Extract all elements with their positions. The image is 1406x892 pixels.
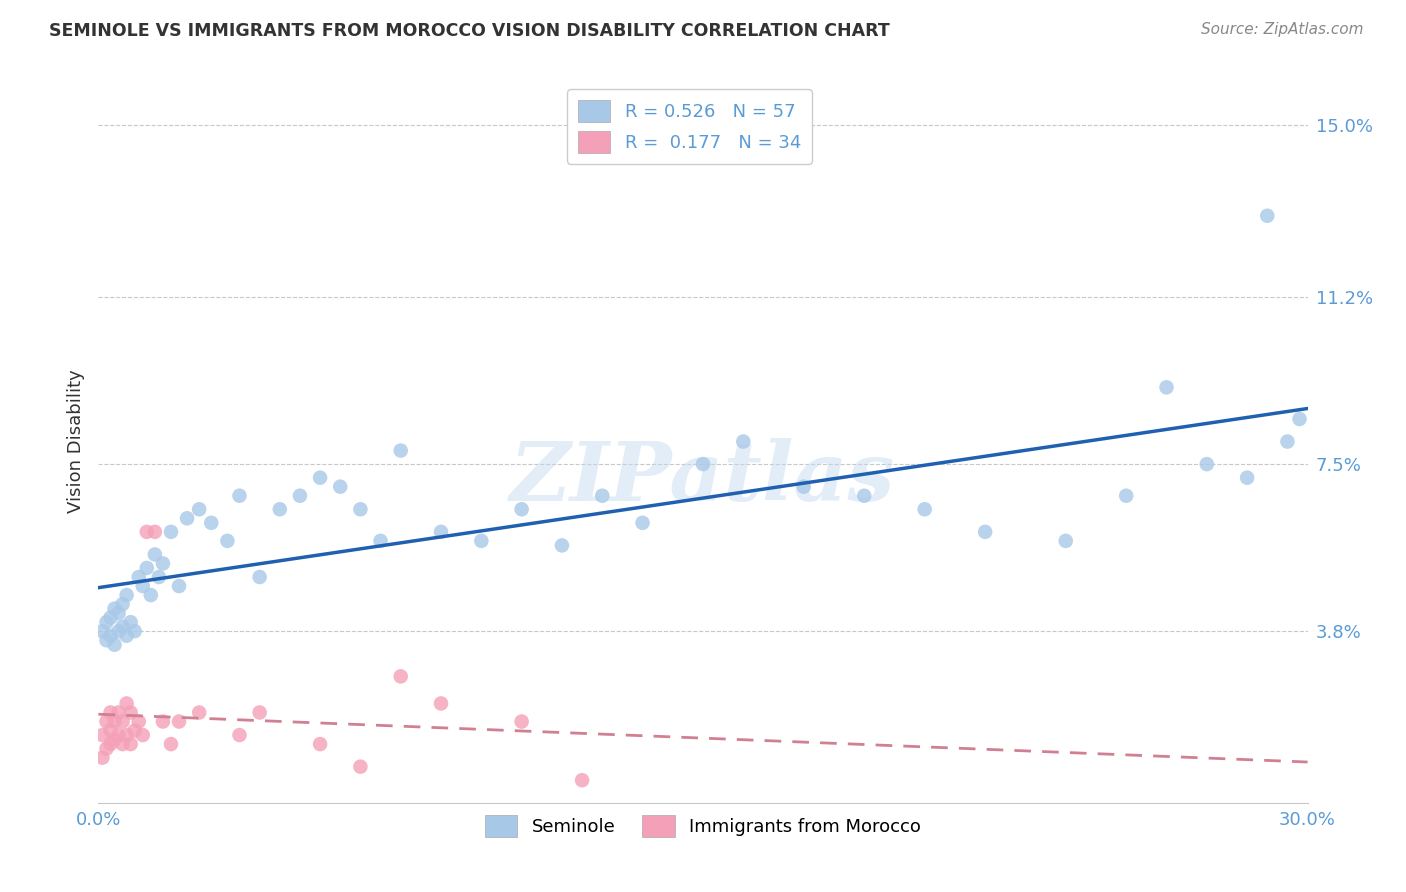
Point: [96, 633, 118, 648]
Point: [91, 624, 114, 639]
Point: [115, 588, 138, 602]
Point: [107, 624, 129, 639]
Point: [309, 471, 332, 485]
Point: [107, 706, 129, 720]
Point: [107, 728, 129, 742]
Point: [228, 489, 250, 503]
Point: [974, 524, 997, 539]
Legend: Seminole, Immigrants from Morocco: Seminole, Immigrants from Morocco: [478, 808, 928, 845]
Point: [430, 524, 453, 539]
Point: [571, 773, 593, 788]
Point: [139, 588, 162, 602]
Point: [349, 502, 371, 516]
Point: [135, 561, 157, 575]
Point: [188, 706, 211, 720]
Point: [370, 533, 392, 548]
Point: [111, 714, 134, 729]
Point: [143, 524, 166, 539]
Point: [160, 737, 183, 751]
Point: [470, 533, 492, 548]
Point: [914, 502, 936, 516]
Point: [96, 741, 118, 756]
Point: [631, 516, 654, 530]
Point: [132, 579, 155, 593]
Point: [120, 737, 142, 751]
Point: [107, 606, 129, 620]
Point: [91, 750, 114, 764]
Text: ZIPatlas: ZIPatlas: [510, 438, 896, 517]
Text: SEMINOLE VS IMMIGRANTS FROM MOROCCO VISION DISABILITY CORRELATION CHART: SEMINOLE VS IMMIGRANTS FROM MOROCCO VISI…: [49, 22, 890, 40]
Point: [389, 669, 412, 683]
Point: [1277, 434, 1299, 449]
Point: [111, 597, 134, 611]
Point: [288, 489, 311, 503]
Point: [132, 728, 155, 742]
Point: [100, 723, 122, 738]
Point: [128, 570, 150, 584]
Point: [692, 457, 714, 471]
Point: [389, 443, 412, 458]
Point: [188, 502, 211, 516]
Point: [124, 624, 146, 639]
Point: [249, 706, 271, 720]
Point: [853, 489, 876, 503]
Point: [100, 737, 122, 751]
Point: [111, 620, 134, 634]
Point: [249, 570, 271, 584]
Point: [591, 489, 613, 503]
Point: [160, 524, 183, 539]
Point: [96, 615, 118, 630]
Point: [152, 557, 174, 571]
Point: [96, 714, 118, 729]
Point: [111, 737, 134, 751]
Point: [91, 728, 114, 742]
Point: [167, 579, 190, 593]
Point: [1195, 457, 1218, 471]
Point: [1115, 489, 1137, 503]
Point: [200, 516, 222, 530]
Point: [551, 538, 574, 552]
Point: [167, 714, 190, 729]
Point: [103, 601, 125, 615]
Point: [1256, 209, 1278, 223]
Point: [148, 570, 170, 584]
Point: [1288, 412, 1310, 426]
Point: [309, 737, 332, 751]
Point: [100, 610, 122, 624]
Point: [103, 732, 125, 747]
Text: Source: ZipAtlas.com: Source: ZipAtlas.com: [1201, 22, 1364, 37]
Point: [733, 434, 755, 449]
Point: [115, 728, 138, 742]
Point: [217, 533, 239, 548]
Point: [120, 706, 142, 720]
Point: [1236, 471, 1258, 485]
Point: [510, 714, 533, 729]
Point: [115, 697, 138, 711]
Point: [120, 615, 142, 630]
Point: [228, 728, 250, 742]
Point: [103, 638, 125, 652]
Point: [100, 629, 122, 643]
Point: [152, 714, 174, 729]
Point: [115, 629, 138, 643]
Point: [143, 548, 166, 562]
Point: [510, 502, 533, 516]
Point: [135, 524, 157, 539]
Point: [793, 480, 815, 494]
Point: [430, 697, 453, 711]
Point: [1054, 533, 1077, 548]
Y-axis label: Vision Disability: Vision Disability: [66, 369, 84, 514]
Point: [124, 723, 146, 738]
Point: [100, 706, 122, 720]
Point: [349, 760, 371, 774]
Point: [269, 502, 291, 516]
Point: [329, 480, 352, 494]
Point: [176, 511, 198, 525]
Point: [103, 714, 125, 729]
Point: [1156, 380, 1178, 394]
Point: [128, 714, 150, 729]
